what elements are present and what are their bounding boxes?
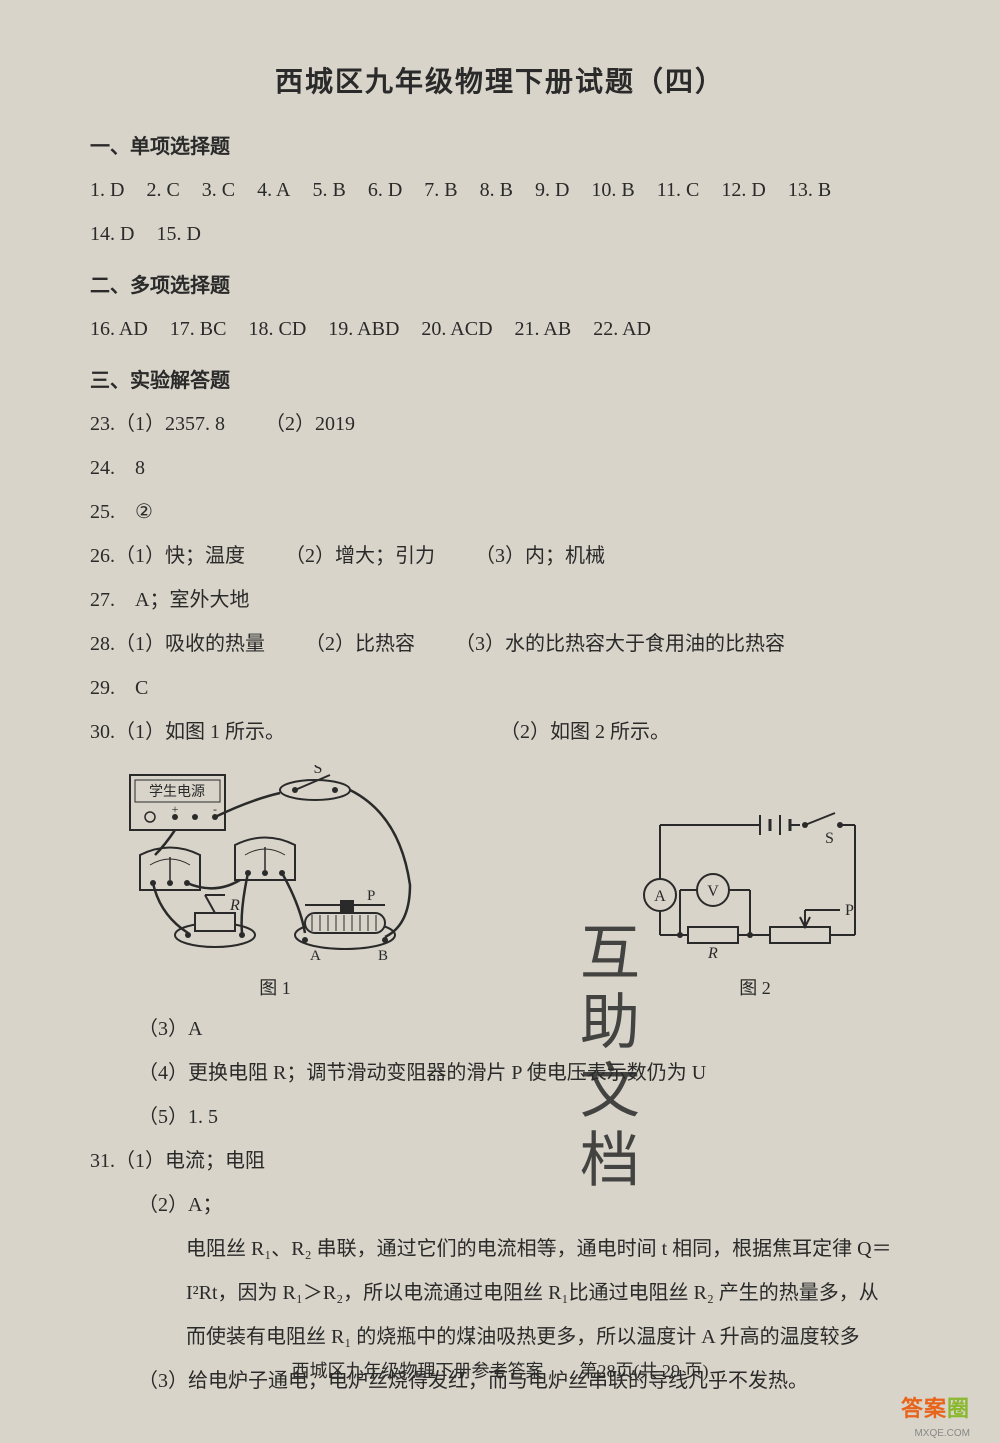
- site-mark: 答案圈: [901, 1391, 970, 1423]
- figures-row: 学生电源 + - S: [90, 765, 910, 1000]
- answer-item: 7. B: [424, 179, 457, 201]
- answer-item: 1. D: [90, 179, 124, 201]
- answer-item: 21. AB: [515, 318, 572, 340]
- answer-item: 6. D: [368, 179, 402, 201]
- q25: 25. ②: [90, 491, 910, 533]
- q30-2: （2）如图 2 所示。: [500, 711, 910, 753]
- q31-2-body1: 电阻丝 R₁、R₂ 串联，通过它们的电流相等，通电时间 t 相同，根据焦耳定律 …: [90, 1228, 910, 1270]
- q28: 28.（1）吸收的热量 （2）比热容 （3）水的比热容大于食用油的比热容: [90, 623, 910, 665]
- svg-text:P: P: [367, 888, 375, 904]
- answers-row-1: 1. D 2. C 3. C 4. A 5. B 6. D 7. B 8. B 9. D 10. …: [90, 169, 910, 211]
- answer-item: 18. CD: [248, 318, 306, 340]
- svg-text:A: A: [654, 888, 666, 905]
- q31-2-body3: 而使装有电阻丝 R₁ 的烧瓶中的煤油吸热更多，所以温度计 A 升高的温度较多: [90, 1316, 910, 1358]
- svg-text:-: -: [213, 802, 217, 816]
- site-mark-orange: 答案: [901, 1396, 947, 1421]
- answer-item: 9. D: [535, 179, 569, 201]
- site-mark-green: 圈: [947, 1396, 970, 1421]
- answer-item: 3. C: [202, 179, 235, 201]
- answer-item: 8. B: [480, 179, 513, 201]
- q31-1: 31.（1）电流；电阻: [90, 1140, 910, 1182]
- answer-item: 4. A: [257, 179, 290, 201]
- answer-item: 16. AD: [90, 318, 148, 340]
- figure-1-caption: 图 1: [120, 974, 430, 1000]
- q24: 24. 8: [90, 447, 910, 489]
- section-3-header: 三、实验解答题: [90, 364, 910, 393]
- answer-item: 5. B: [312, 179, 345, 201]
- answer-item: 11. C: [657, 179, 700, 201]
- q31-2: （2）A；: [90, 1184, 910, 1226]
- svg-text:A: A: [310, 948, 321, 964]
- q27: 27. A；室外大地: [90, 579, 910, 621]
- figure-1-box: 学生电源 + - S: [120, 765, 430, 1000]
- section-1-header: 一、单项选择题: [90, 130, 910, 159]
- answers-row-3: 16. AD 17. BC 18. CD 19. ABD 20. ACD 21. AB 22…: [90, 308, 910, 350]
- q23: 23.（1）2357. 8 （2）2019: [90, 403, 910, 445]
- answer-item: 20. ACD: [421, 318, 492, 340]
- q29: 29. C: [90, 667, 910, 709]
- q31-2-body2: I²Rt，因为 R₁＞R₂，所以电流通过电阻丝 R₁比通过电阻丝 R₂ 产生的热…: [90, 1272, 910, 1314]
- answer-item: 15. D: [156, 223, 200, 245]
- svg-text:R: R: [229, 897, 240, 914]
- answer-item: 2. C: [146, 179, 179, 201]
- q26: 26.（1）快；温度 （2）增大；引力 （3）内；机械: [90, 535, 910, 577]
- svg-text:V: V: [707, 883, 719, 900]
- answer-item: 10. B: [591, 179, 634, 201]
- answer-item: 13. B: [788, 179, 831, 201]
- svg-text:学生电源: 学生电源: [149, 784, 205, 800]
- answers-row-2: 14. D 15. D: [90, 213, 910, 255]
- section-2-header: 二、多项选择题: [90, 269, 910, 298]
- figure-1-diagram: 学生电源 + - S: [120, 765, 430, 965]
- answer-item: 17. BC: [170, 318, 227, 340]
- page-title: 西城区九年级物理下册试题（四）: [90, 60, 910, 100]
- answer-item: 22. AD: [593, 318, 651, 340]
- q30-5: （5）1. 5: [90, 1096, 910, 1138]
- svg-text:S: S: [825, 830, 834, 847]
- q30-4: （4）更换电阻 R；调节滑动变阻器的滑片 P 使电压表示数仍为 U: [90, 1052, 910, 1094]
- q30-3: （3）A: [90, 1008, 910, 1050]
- answer-item: 12. D: [721, 179, 765, 201]
- q30-1: 30.（1）如图 1 所示。: [90, 711, 500, 753]
- answer-item: 19. ABD: [328, 318, 399, 340]
- answer-item: 14. D: [90, 223, 134, 245]
- svg-text:S: S: [314, 765, 323, 777]
- svg-text:P: P: [845, 902, 854, 919]
- page-footer: 西城区九年级物理下册参考答案 第28页(共 29 页): [0, 1357, 1000, 1383]
- svg-text:B: B: [378, 948, 388, 964]
- figure-2-caption: 图 2: [640, 974, 870, 1000]
- svg-text:R: R: [707, 945, 718, 962]
- figure-2-box: S A R P V: [640, 795, 870, 1000]
- svg-text:+: +: [172, 802, 179, 816]
- figure-2-diagram: S A R P V: [640, 795, 870, 965]
- site-url: MXQE.COM: [914, 1428, 970, 1439]
